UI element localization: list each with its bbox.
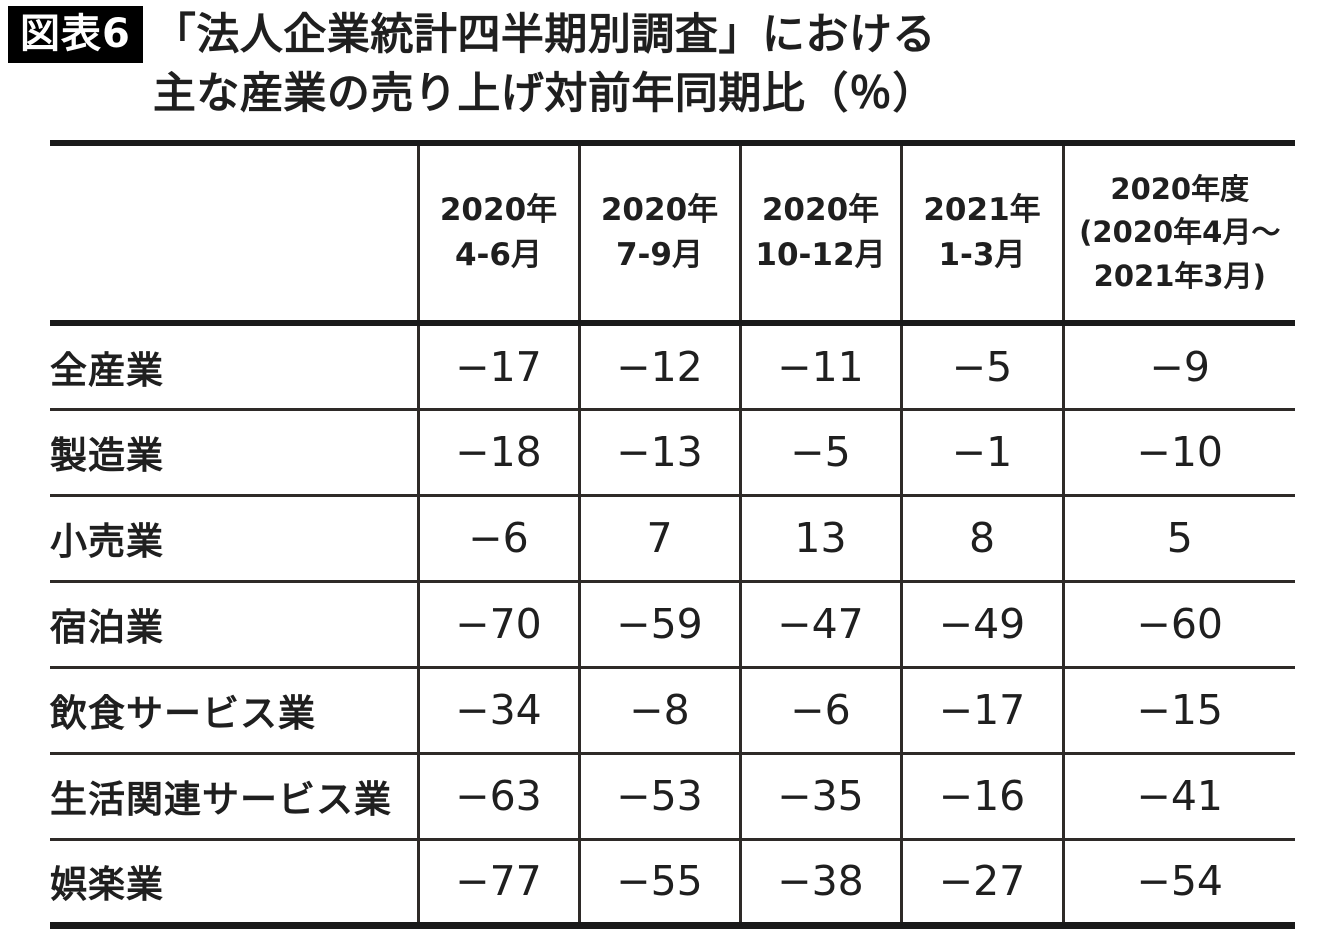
- column-header: 2020年 10-12月: [738, 143, 901, 323]
- statistics-table: 2020年 4-6月 2020年 7-9月 2020年 10-12月 2021年 1-…: [50, 140, 1295, 929]
- table-body: 全産業 −17 −12 −11 −5 −9 製造業 −18 −13 −5 −1 −10 小売業 −6 7 13…: [50, 323, 1295, 925]
- value-cell: −13: [577, 409, 740, 495]
- value-cell: −16: [899, 753, 1063, 839]
- value-cell: −47: [738, 581, 901, 667]
- value-cell: −10: [1061, 409, 1295, 495]
- value-cell: 7: [577, 495, 740, 581]
- column-header: 2020年度 (2020年4月～ 2021年3月): [1061, 143, 1295, 323]
- table-row: 飲食サービス業 −34 −8 −6 −17 −15: [50, 667, 1295, 753]
- table-row: 生活関連サービス業 −63 −53 −35 −16 −41: [50, 753, 1295, 839]
- figure-header: 図表6 「法人企業統計四半期別調査」における 主な産業の売り上げ対前年同期比（％…: [8, 6, 936, 124]
- value-cell: −27: [899, 839, 1063, 925]
- row-label: 小売業: [50, 520, 164, 563]
- value-cell: −63: [416, 753, 579, 839]
- table-row: 娯楽業 −77 −55 −38 −27 −54: [50, 839, 1295, 925]
- table-row: 全産業 −17 −12 −11 −5 −9: [50, 323, 1295, 409]
- value-cell: −8: [577, 667, 740, 753]
- value-cell: −6: [416, 495, 579, 581]
- value-cell: 13: [738, 495, 901, 581]
- value-cell: −1: [899, 409, 1063, 495]
- table-row: 小売業 −6 7 13 8 5: [50, 495, 1295, 581]
- value-cell: −17: [416, 323, 579, 409]
- figure-title-line1: 「法人企業統計四半期別調査」における: [152, 10, 936, 60]
- figure-title: 「法人企業統計四半期別調査」における 主な産業の売り上げ対前年同期比（％）: [153, 6, 936, 124]
- value-cell: −53: [577, 753, 740, 839]
- row-label: 全産業: [50, 348, 164, 392]
- column-header: 2020年 4-6月: [416, 143, 579, 323]
- value-cell: 5: [1061, 495, 1295, 581]
- figure-number-badge: 図表6: [8, 6, 143, 63]
- value-cell: −9: [1061, 323, 1295, 409]
- value-cell: −15: [1061, 667, 1295, 753]
- value-cell: −70: [416, 581, 579, 667]
- value-cell: −77: [416, 839, 579, 925]
- value-cell: −34: [416, 667, 579, 753]
- value-cell: −11: [738, 323, 901, 409]
- value-cell: −54: [1061, 839, 1295, 925]
- row-label: 飲食サービス業: [50, 692, 316, 735]
- figure-title-line2: 主な産業の売り上げ対前年同期比（％）: [152, 69, 936, 119]
- value-cell: 8: [899, 495, 1063, 581]
- value-cell: −6: [738, 667, 901, 753]
- value-cell: −49: [899, 581, 1063, 667]
- row-label: 娯楽業: [50, 863, 164, 906]
- header-row: 2020年 4-6月 2020年 7-9月 2020年 10-12月 2021年 1-…: [50, 143, 1295, 323]
- value-cell: −5: [738, 409, 901, 495]
- corner-cell: [50, 143, 418, 323]
- value-cell: −60: [1061, 581, 1295, 667]
- table-row: 宿泊業 −70 −59 −47 −49 −60: [50, 581, 1295, 667]
- value-cell: −41: [1061, 753, 1295, 839]
- value-cell: −12: [577, 323, 740, 409]
- value-cell: −17: [899, 667, 1063, 753]
- row-label: 製造業: [50, 434, 164, 477]
- row-label: 生活関連サービス業: [50, 778, 392, 821]
- column-header: 2020年 7-9月: [577, 143, 740, 323]
- value-cell: −55: [577, 839, 740, 925]
- value-cell: −5: [899, 323, 1063, 409]
- value-cell: −35: [738, 753, 901, 839]
- value-cell: −18: [416, 409, 579, 495]
- row-label: 宿泊業: [50, 606, 164, 649]
- value-cell: −59: [577, 581, 740, 667]
- column-header: 2021年 1-3月: [899, 143, 1063, 323]
- table-row: 製造業 −18 −13 −5 −1 −10: [50, 409, 1295, 495]
- value-cell: −38: [738, 839, 901, 925]
